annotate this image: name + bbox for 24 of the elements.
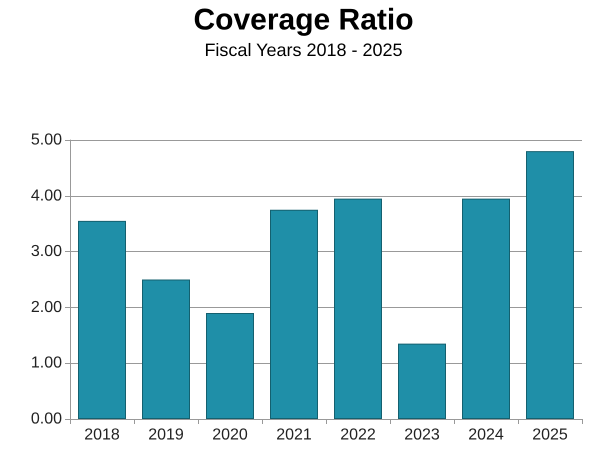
chart-title: Coverage Ratio: [193, 4, 414, 36]
x-tick-label: 2024: [468, 426, 504, 444]
bar: [334, 198, 382, 419]
chart-subtitle: Fiscal Years 2018 - 2025: [204, 40, 403, 60]
x-tick-label: 2019: [148, 426, 184, 444]
y-tick-label: 3.00: [30, 243, 62, 260]
x-tick-label: 2023: [404, 426, 440, 444]
x-tick-label: 2018: [84, 426, 120, 444]
y-tick-label: 0.00: [30, 410, 62, 428]
y-tick-label: 1.00: [30, 354, 62, 372]
y-tick-label: 4.00: [30, 187, 62, 204]
x-tick-label: 2022: [340, 426, 376, 444]
bar: [462, 198, 510, 419]
x-tick-label: 2020: [212, 426, 248, 444]
bar: [526, 151, 574, 419]
bar: [270, 210, 318, 419]
x-tick-label: 2025: [532, 426, 568, 444]
bar: [142, 280, 190, 419]
bar: [398, 344, 446, 419]
y-tick-label: 2.00: [30, 298, 62, 316]
bar: [206, 312, 254, 419]
bar: [78, 220, 126, 419]
x-tick-label: 2021: [276, 426, 312, 444]
y-tick-label: 5.00: [30, 132, 62, 148]
